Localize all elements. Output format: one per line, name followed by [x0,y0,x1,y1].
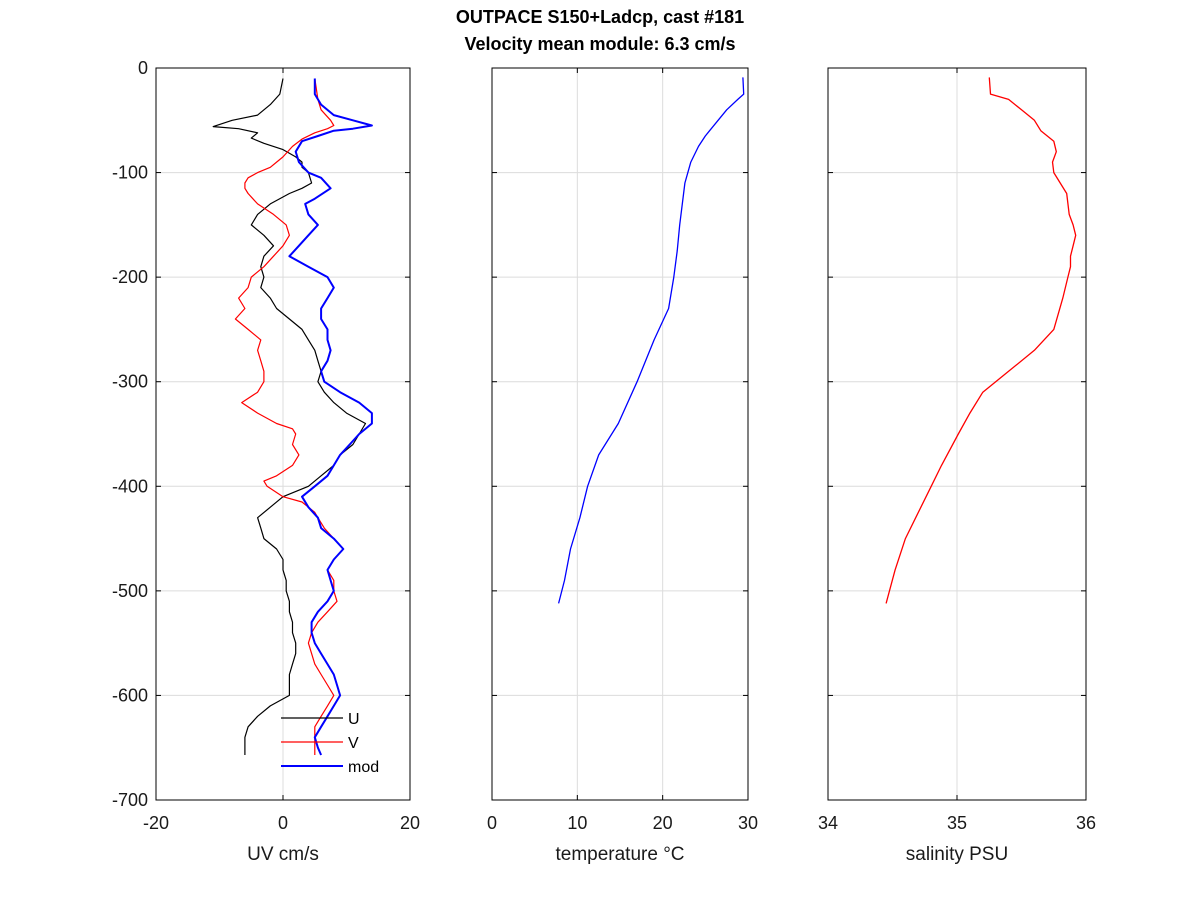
y-tick-label: -300 [112,372,148,392]
x-tick-label: -20 [143,813,169,833]
series-line-v [234,78,344,755]
chart-title-line1: OUTPACE S150+Ladcp, cast #181 [455,7,745,27]
y-tick-label: -600 [112,685,148,705]
axes-box [155,67,411,801]
series-line-u [212,78,367,755]
x-axis-label: UV cm/s [247,844,319,865]
y-tick-label: -100 [112,163,148,183]
series-line-mod [288,78,373,756]
y-tick-label: 0 [138,58,148,78]
x-tick-label: 20 [400,813,420,833]
x-tick-label: 34 [818,813,838,833]
y-tick-label: -400 [112,476,148,496]
panel-2: 0 10 20 30 temperature °C [487,67,758,865]
y-tick-label: -500 [112,581,148,601]
x-tick-label: 0 [278,813,288,833]
y-tick-label: -200 [112,267,148,287]
legend-label-mod: mod [348,759,379,776]
panel-3: 34 35 36 salinity PSU [818,67,1096,865]
x-axis-label: salinity PSU [906,844,1008,865]
x-tick-label: 36 [1076,813,1096,833]
x-tick-label: 30 [738,813,758,833]
series-line-p2 [557,77,745,604]
x-tick-label: 10 [567,813,587,833]
x-axis-label: temperature °C [555,844,684,865]
x-tick-label: 20 [653,813,673,833]
axes-box [827,67,1087,801]
axes-box [491,67,749,801]
chart-title-line2: Velocity mean module: 6.3 cm/s [464,34,736,54]
legend-label-v: V [348,735,359,752]
legend-label-u: U [348,711,360,728]
series-line-p3 [885,77,1077,604]
x-tick-label: 35 [947,813,967,833]
x-tick-label: 0 [487,813,497,833]
y-tick-label: -700 [112,790,148,810]
